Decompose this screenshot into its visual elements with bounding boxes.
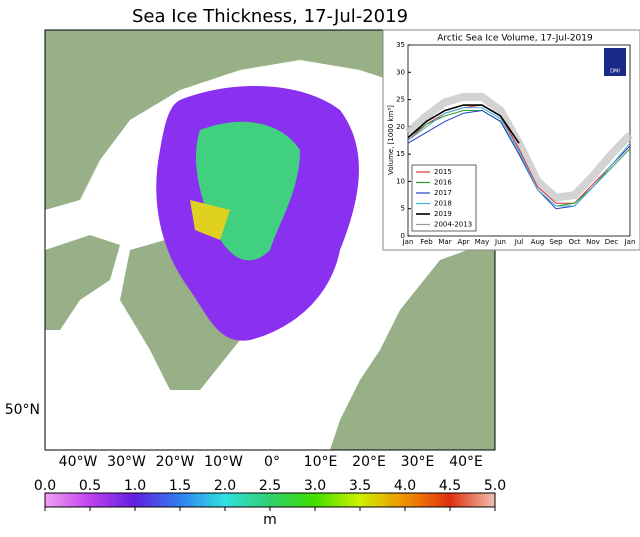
legend-label: 2015	[434, 168, 452, 176]
x-tick-label: Mar	[438, 238, 451, 246]
legend-label: 2018	[434, 200, 452, 208]
legend-label: 2019	[434, 210, 452, 218]
longitude-label: 20°E	[352, 454, 386, 470]
title: Sea Ice Thickness, 17-Jul-2019	[132, 6, 408, 27]
inset-title: Arctic Sea Ice Volume, 17-Jul-2019	[437, 34, 593, 44]
x-tick-label: Aug	[531, 238, 545, 246]
latitude-label: 50°N	[5, 402, 40, 418]
colorbar-tick-label: 3.5	[349, 478, 371, 494]
x-tick-label: Nov	[586, 238, 600, 246]
y-tick-label: 25	[396, 96, 405, 104]
longitude-label: 10°W	[204, 454, 243, 470]
x-tick-label: Jun	[494, 238, 506, 246]
climatology-line	[405, 92, 633, 203]
colorbar-tick-label: 5.0	[484, 478, 506, 494]
colorbar-tick-label: 0.5	[79, 478, 101, 494]
scandinavia	[330, 240, 495, 450]
colorbar	[44, 492, 496, 508]
colorbar-tick-label: 3.0	[304, 478, 326, 494]
colorbar-tick-label: 1.0	[124, 478, 146, 494]
y-tick-label: 15	[396, 150, 405, 158]
y-tick-label: 0	[401, 232, 405, 240]
colorbar-tick-label: 4.5	[439, 478, 461, 494]
longitude-label: 40°E	[449, 454, 483, 470]
colorbar-tick-label: 4.0	[394, 478, 416, 494]
x-tick-label: Jan	[402, 238, 414, 246]
longitude-label: 40°W	[59, 454, 98, 470]
legend	[411, 164, 477, 232]
x-tick-label: Oct	[568, 238, 580, 246]
x-tick-label: Dec	[605, 238, 619, 246]
colorbar-tick-label: 2.5	[259, 478, 281, 494]
colorbar-tick-label: 2.0	[214, 478, 236, 494]
legend-label: 2017	[434, 189, 452, 197]
y-tick-label: 10	[396, 177, 405, 185]
series-line	[407, 107, 631, 207]
legend-label: 2016	[434, 179, 452, 187]
legend-label: 2004-2013	[434, 221, 472, 229]
x-tick-label: Feb	[420, 238, 433, 246]
y-tick-label: 20	[396, 123, 405, 131]
y-tick-label: 5	[401, 205, 405, 213]
colorbar-tick-label: 0.0	[34, 478, 56, 494]
y-tick-label: 35	[396, 41, 405, 49]
ice-thickest	[190, 200, 230, 240]
x-tick-label: Sep	[549, 238, 563, 246]
longitude-label: 0°	[264, 454, 280, 470]
x-tick-label: May	[475, 238, 489, 246]
longitude-label: 10°E	[304, 454, 338, 470]
colorbar-tick-label: 1.5	[169, 478, 191, 494]
longitude-label: 30°E	[401, 454, 435, 470]
inset-y-label: Volume, [1000 km³]	[387, 105, 395, 175]
longitude-label: 30°W	[107, 454, 146, 470]
logo	[604, 48, 626, 76]
x-tick-label: Jan	[624, 238, 636, 246]
y-tick-label: 30	[396, 68, 405, 76]
logo-text: DMI	[610, 69, 620, 75]
longitude-label: 20°W	[156, 454, 195, 470]
series-line	[407, 104, 520, 144]
colorbar-label: m	[263, 512, 277, 528]
x-tick-label: Jul	[514, 238, 524, 246]
x-tick-label: Apr	[457, 238, 469, 246]
land-canada	[45, 235, 120, 330]
